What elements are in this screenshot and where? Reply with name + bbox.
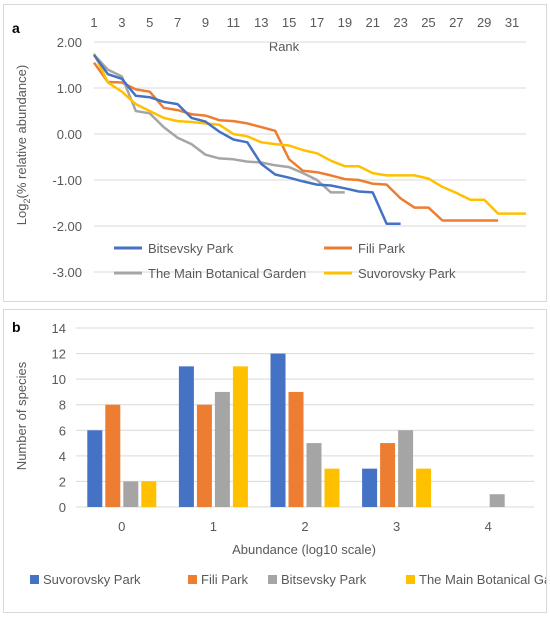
x-tick-label: 4: [485, 519, 492, 534]
legend-label: Bitsevsky Park: [148, 241, 234, 256]
legend: Bitsevsky Park Fili Park The Main Botanica…: [114, 241, 456, 281]
y-tick-labels: 2.00 1.00 0.00 -1.00 -2.00 -3.00: [52, 35, 82, 280]
bar: [270, 353, 286, 507]
x-tick-labels: 1 3 5 7 9 11 13 15 17 19 21 23 25 27 29 31: [90, 15, 519, 30]
series-line-0: [92, 54, 401, 225]
series-line-1: [92, 61, 499, 222]
legend: Suvorovsky Park Fili Park Bitsevsky Park Th…: [30, 572, 550, 587]
x-tick-label: 13: [254, 15, 268, 30]
y-tick-label: 2: [59, 474, 66, 489]
x-tick-label: 0: [118, 519, 125, 534]
x-axis-title: Abundance (log10 scale): [232, 542, 376, 557]
x-tick-label: 31: [505, 15, 519, 30]
x-tick-label: 5: [146, 15, 153, 30]
bar: [232, 366, 248, 507]
legend-label: Bitsevsky Park: [281, 572, 367, 587]
x-tick-label: 29: [477, 15, 491, 30]
x-tick-label: 17: [310, 15, 324, 30]
bar: [398, 430, 414, 507]
x-tick-label: 9: [202, 15, 209, 30]
x-tick-label: 23: [393, 15, 407, 30]
x-tick-label: 1: [210, 519, 217, 534]
y-tick-label: 14: [52, 321, 66, 336]
bar: [214, 391, 230, 507]
legend-label: Fili Park: [358, 241, 405, 256]
legend-swatch: [188, 575, 197, 584]
x-tick-label: 2: [301, 519, 308, 534]
panel-label-a: a: [12, 20, 20, 36]
y-tick-label: -1.00: [52, 173, 82, 188]
x-tick-label: 27: [449, 15, 463, 30]
y-tick-label: 0.00: [57, 127, 82, 142]
x-tick-label: 3: [118, 15, 125, 30]
y-tick-label: 10: [52, 372, 66, 387]
y-tick-label: 2.00: [57, 35, 82, 50]
panel-label-b: b: [12, 319, 21, 335]
series-lines: [92, 52, 526, 225]
bar: [362, 468, 378, 507]
x-tick-label: 1: [90, 15, 97, 30]
bar: [178, 366, 194, 507]
bar: [288, 391, 304, 507]
y-tick-label: 8: [59, 398, 66, 413]
bar: [105, 404, 121, 507]
bar: [489, 494, 505, 507]
legend-label: The Main Botanical Garden: [148, 266, 306, 281]
y-tick-label: -2.00: [52, 219, 82, 234]
legend-label: The Main Botanical Garden: [419, 572, 546, 587]
bar: [123, 481, 139, 507]
legend-swatch: [406, 575, 415, 584]
y-tick-label: 0: [59, 500, 66, 515]
x-tick-label: 25: [421, 15, 435, 30]
x-tick-label: 19: [338, 15, 352, 30]
x-axis-title: Rank: [269, 39, 300, 54]
abundance-distribution-panel: b Number of species Abundance (log10 sca…: [3, 309, 550, 613]
legend-label: Suvorovsky Park: [43, 572, 141, 587]
bar: [324, 468, 340, 507]
bar: [87, 430, 103, 507]
abundance-bar-chart: b Number of species Abundance (log10 sca…: [12, 319, 550, 587]
y-tick-label: 4: [59, 449, 66, 464]
legend-label: Suvorovsky Park: [358, 266, 456, 281]
gridlines: [94, 41, 526, 273]
x-tick-label: 3: [393, 519, 400, 534]
gridlines: [76, 327, 534, 508]
x-tick-labels: 0 1 2 3 4: [118, 519, 492, 534]
x-tick-label: 15: [282, 15, 296, 30]
x-tick-label: 11: [227, 15, 241, 30]
series-line-3: [92, 52, 526, 215]
bar: [196, 404, 212, 507]
bar: [306, 443, 322, 507]
y-tick-label: 6: [59, 423, 66, 438]
bar: [380, 443, 396, 507]
x-tick-label: 7: [174, 15, 181, 30]
series-line-2: [93, 54, 345, 194]
x-tick-label: 21: [365, 15, 379, 30]
bars: [87, 353, 505, 507]
y-tick-label: -3.00: [52, 265, 82, 280]
bar: [416, 468, 432, 507]
y-axis-title: Log2(% relative abundance): [14, 65, 32, 225]
legend-swatch: [30, 575, 39, 584]
legend-label: Fili Park: [201, 572, 248, 587]
y-tick-label: 1.00: [57, 81, 82, 96]
y-axis-title: Number of species: [14, 361, 29, 470]
bar: [141, 481, 157, 507]
legend-swatch: [268, 575, 277, 584]
y-tick-labels: 0 2 4 6 8 10 12 14: [52, 321, 66, 515]
y-tick-label: 12: [52, 347, 66, 362]
